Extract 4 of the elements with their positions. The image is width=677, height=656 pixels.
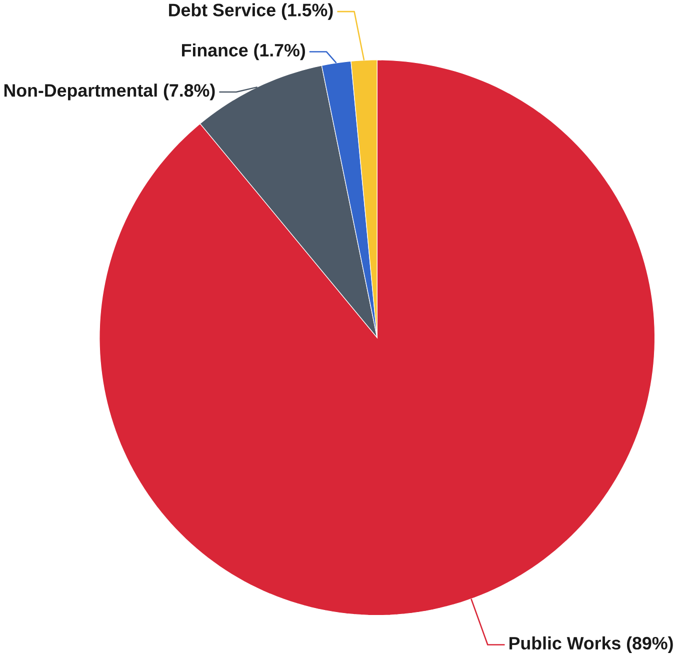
slice-label: Finance (1.7%) [182,43,305,60]
slice-label: Debt Service (1.5%) [169,3,333,20]
slice-label: Non-Departmental (7.8%) [4,83,215,100]
slice-label: Public Works (89%) [510,636,673,653]
